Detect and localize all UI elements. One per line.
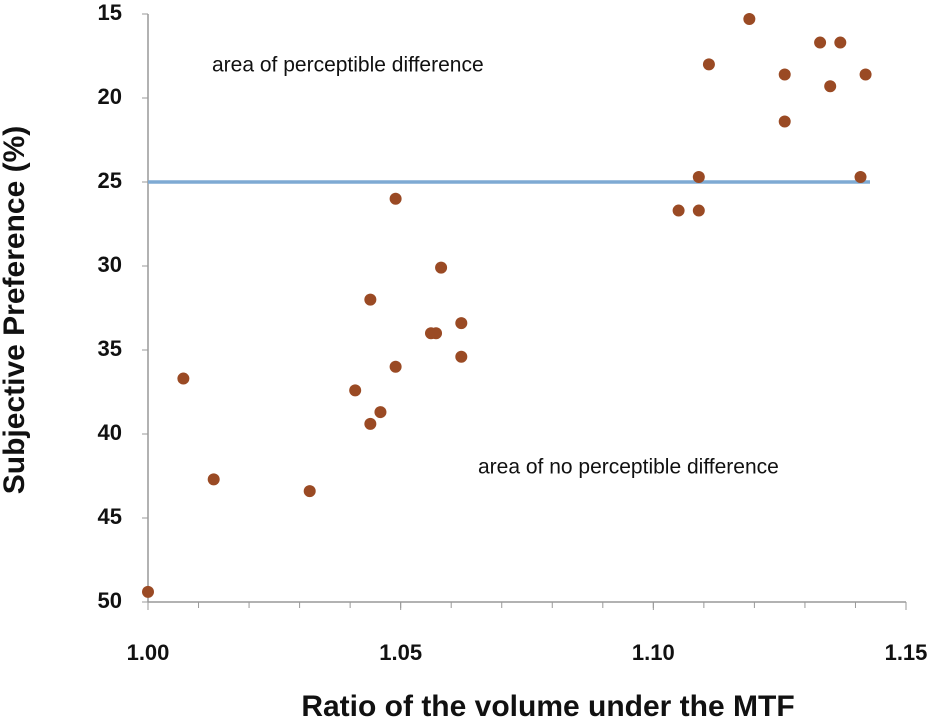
point xyxy=(177,372,190,385)
y-tick-label: 40 xyxy=(98,420,122,445)
x-tick-label: 1.10 xyxy=(632,640,675,665)
point xyxy=(743,13,756,26)
point xyxy=(692,170,705,183)
y-axis-title: Subjective Preference (%) xyxy=(0,126,31,494)
point xyxy=(303,485,316,498)
point xyxy=(142,585,154,598)
y-tick-label: 35 xyxy=(98,336,122,361)
y-tick-label: 25 xyxy=(98,168,122,193)
x-tick-label: 1.00 xyxy=(127,640,170,665)
y-tick-label: 20 xyxy=(98,84,122,109)
point xyxy=(824,80,837,93)
y-tick-label: 45 xyxy=(98,504,122,529)
annotation: area of no perceptible difference xyxy=(478,456,779,479)
y-tick-label: 50 xyxy=(98,588,122,613)
point xyxy=(349,384,362,397)
point xyxy=(374,406,387,419)
x-tick-label: 1.05 xyxy=(379,640,422,665)
point xyxy=(834,36,847,49)
y-tick-label: 30 xyxy=(98,252,122,277)
point xyxy=(702,58,715,71)
point xyxy=(435,261,448,274)
point xyxy=(455,317,468,330)
point xyxy=(778,68,791,81)
x-axis-title: Ratio of the volume under the MTF xyxy=(301,690,794,722)
point xyxy=(859,68,872,81)
point xyxy=(778,115,791,128)
annotation: area of perceptible difference xyxy=(212,54,484,77)
point xyxy=(364,293,377,306)
point xyxy=(692,204,705,217)
y-tick-label: 15 xyxy=(98,0,122,25)
point xyxy=(389,192,402,205)
x-tick-label: 1.15 xyxy=(885,640,928,665)
point xyxy=(389,360,402,373)
point xyxy=(672,204,685,217)
point xyxy=(455,350,468,363)
point xyxy=(814,36,827,49)
point xyxy=(207,473,220,486)
point xyxy=(854,170,867,183)
point xyxy=(364,417,377,430)
point xyxy=(430,327,443,340)
